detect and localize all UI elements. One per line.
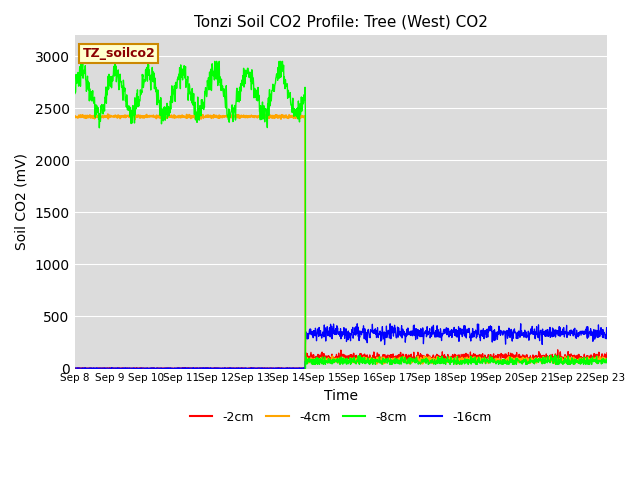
- Legend: -2cm, -4cm, -8cm, -16cm: -2cm, -4cm, -8cm, -16cm: [185, 406, 497, 429]
- Text: TZ_soilco2: TZ_soilco2: [83, 47, 156, 60]
- Y-axis label: Soil CO2 (mV): Soil CO2 (mV): [15, 154, 29, 251]
- Title: Tonzi Soil CO2 Profile: Tree (West) CO2: Tonzi Soil CO2 Profile: Tree (West) CO2: [194, 15, 488, 30]
- X-axis label: Time: Time: [324, 389, 358, 403]
